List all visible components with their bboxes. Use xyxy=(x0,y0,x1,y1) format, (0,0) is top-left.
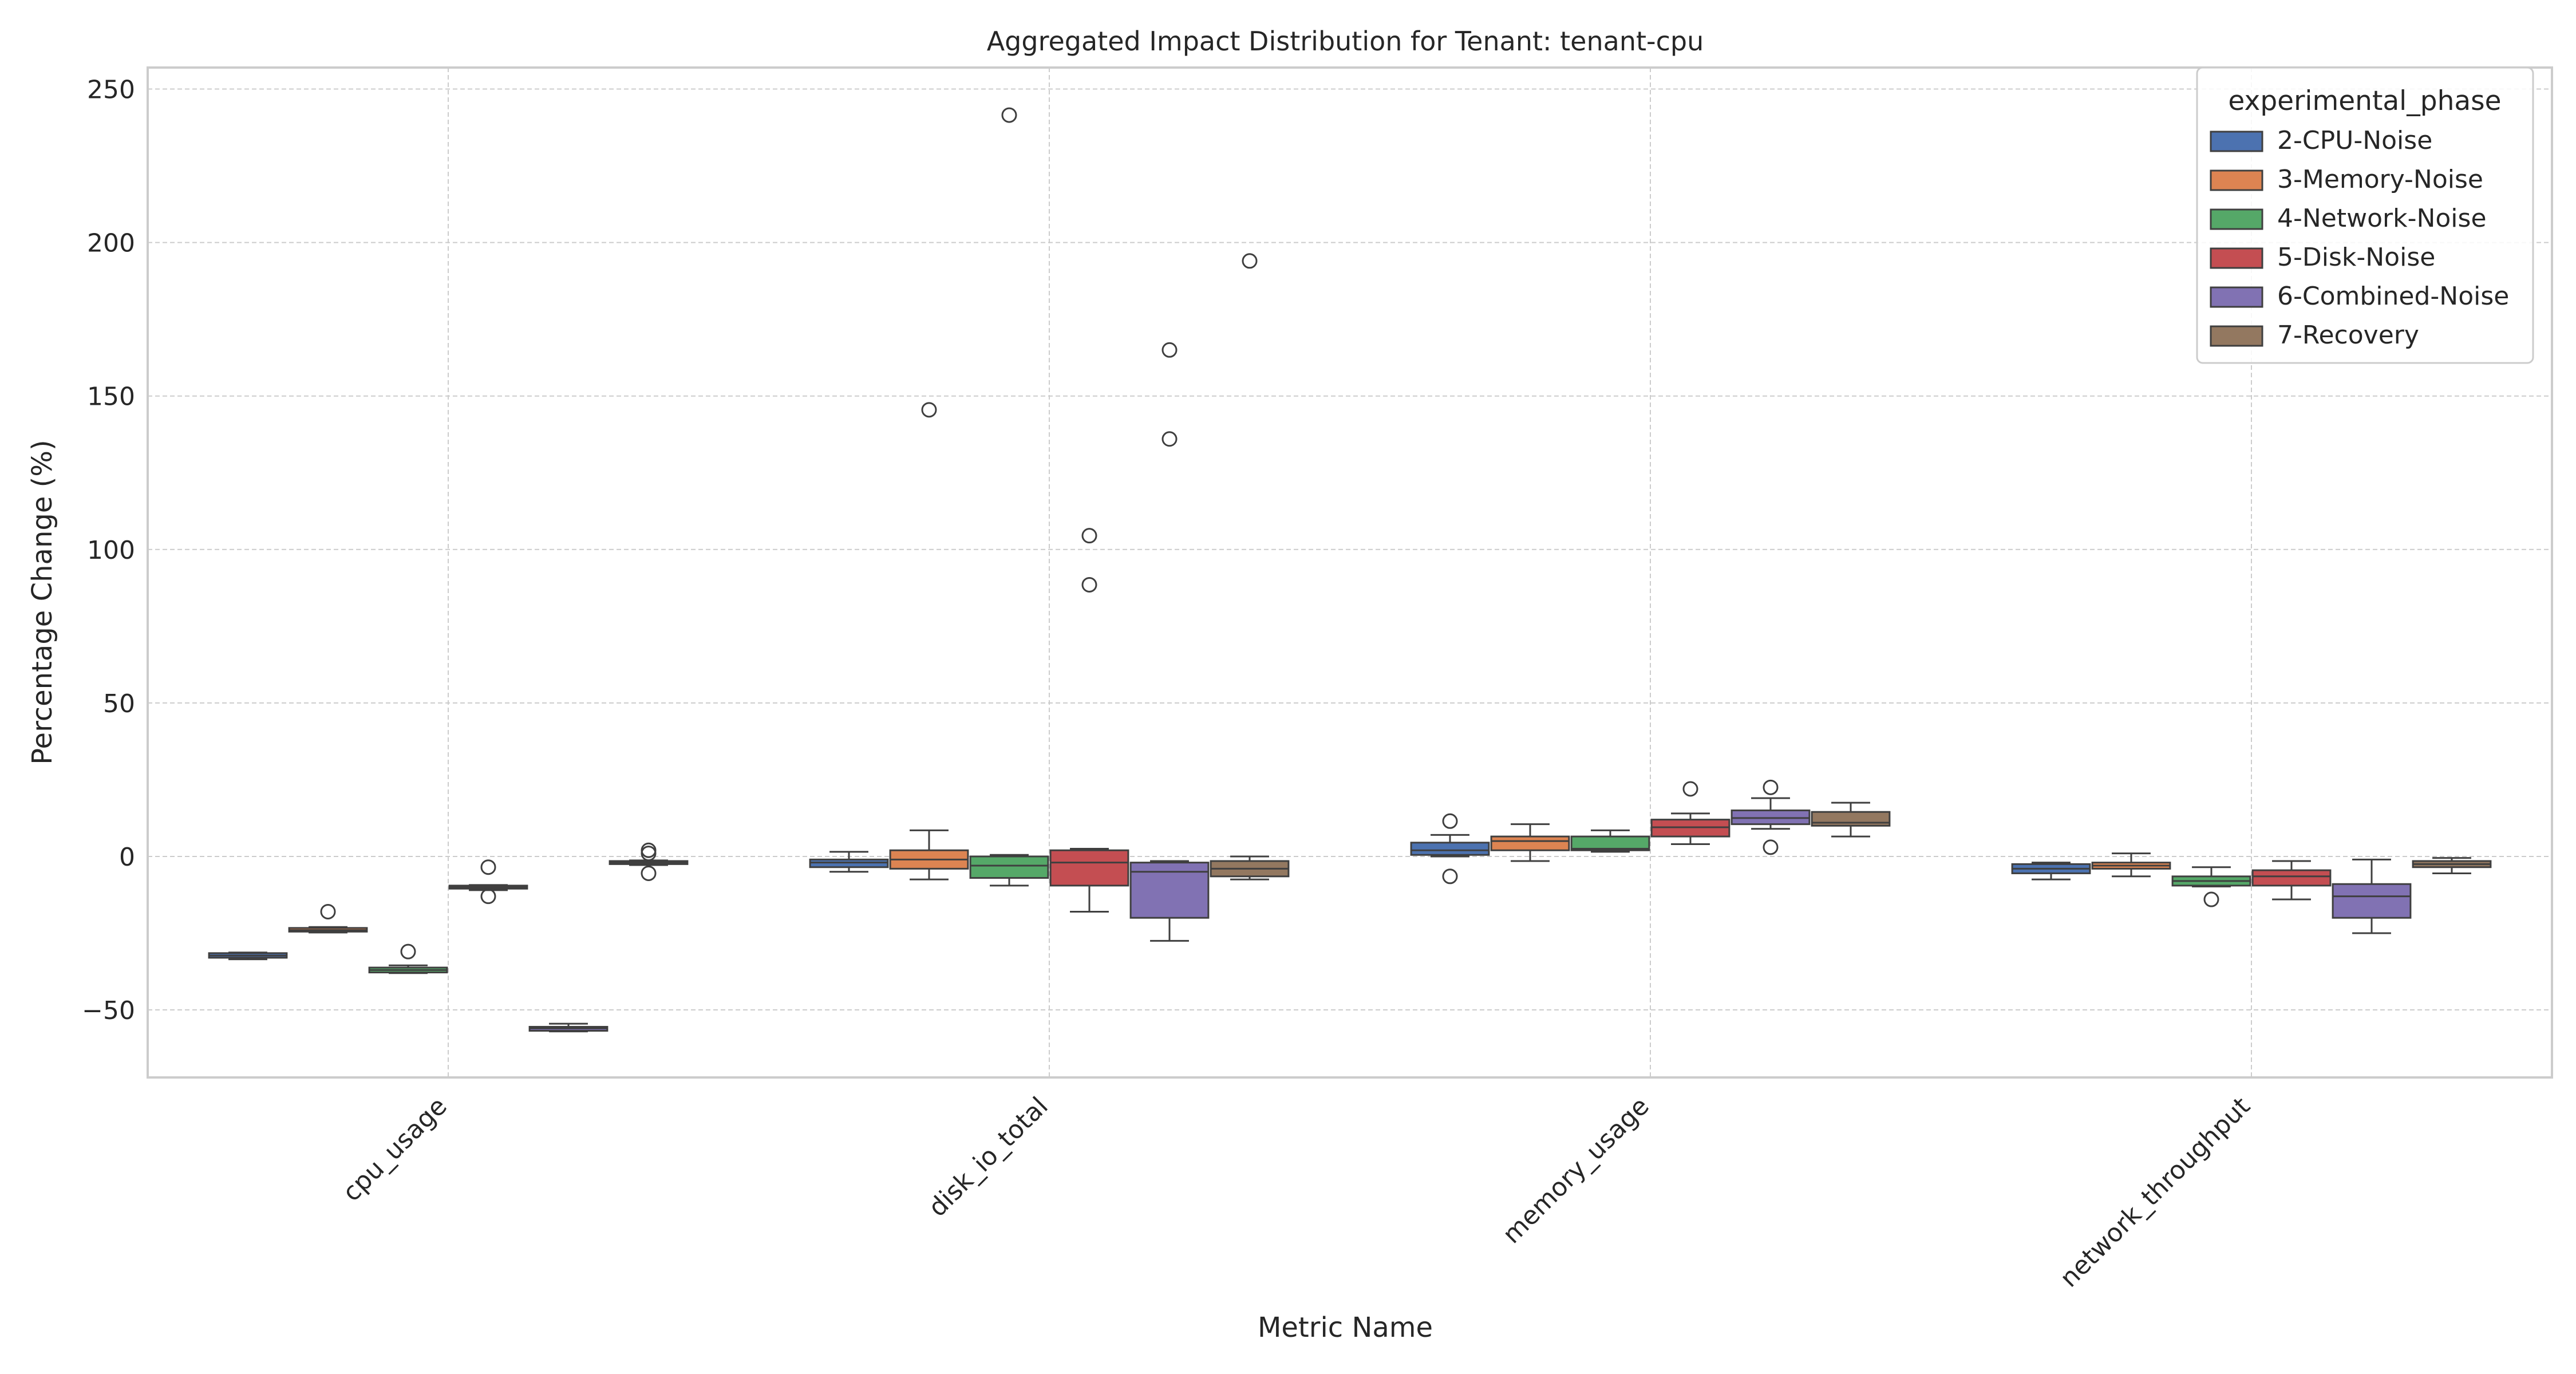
box-group xyxy=(1490,823,1570,862)
outlier-point xyxy=(480,859,496,875)
y-tick-label: 200 xyxy=(87,229,135,258)
legend-label: 5-Disk-Noise xyxy=(2277,243,2435,272)
y-tick-label: 250 xyxy=(87,76,135,105)
box-group xyxy=(1811,802,1891,838)
y-tick-label: 100 xyxy=(87,536,135,565)
legend-swatch xyxy=(2210,169,2263,191)
outlier-point xyxy=(921,402,937,418)
box xyxy=(2251,869,2332,887)
box xyxy=(1129,862,1210,919)
outlier-point xyxy=(1161,431,1178,447)
box-group xyxy=(1210,253,1290,881)
box-group xyxy=(1730,779,1811,855)
legend-swatch xyxy=(2210,286,2263,308)
outlier-point xyxy=(1442,813,1458,829)
outlier-point xyxy=(1081,528,1097,544)
y-tick-label: 150 xyxy=(87,382,135,412)
box-group xyxy=(1049,528,1129,913)
y-axis-label: Percentage Change (%) xyxy=(26,440,58,764)
legend-swatch xyxy=(2210,131,2263,152)
box-group xyxy=(2091,852,2171,878)
legend-frame xyxy=(2196,66,2534,364)
box-group xyxy=(1410,813,1490,885)
box-group xyxy=(969,107,1049,887)
legend-swatch xyxy=(2210,247,2263,269)
legend-title: experimental_phase xyxy=(2228,85,2501,117)
box-group xyxy=(609,842,689,881)
box-group xyxy=(2171,866,2251,907)
legend-swatch xyxy=(2210,325,2263,347)
plot-area xyxy=(148,68,2552,1077)
outlier-point xyxy=(1242,253,1258,269)
x-axis-label: Metric Name xyxy=(1258,1312,1433,1344)
legend-swatch xyxy=(2210,208,2263,230)
outlier-point xyxy=(480,889,496,905)
box-group xyxy=(2332,858,2412,934)
box-group xyxy=(2251,860,2332,901)
y-tick-label: −50 xyxy=(82,996,135,1025)
box-group xyxy=(2011,862,2091,881)
box xyxy=(1410,842,1490,856)
box-group xyxy=(368,943,448,974)
legend: experimental_phase 2-CPU-Noise 3-Memory-N… xyxy=(2196,66,2534,364)
y-axis: −50 0 50 100 150 200 250 xyxy=(82,76,135,1026)
box-group xyxy=(809,851,889,873)
y-tick-label: 0 xyxy=(119,843,135,872)
outlier-point xyxy=(1081,577,1097,593)
box-group xyxy=(208,951,288,961)
box xyxy=(1490,835,1570,851)
box xyxy=(1049,849,1129,887)
box xyxy=(1811,811,1891,827)
box-group xyxy=(2412,857,2492,874)
box xyxy=(2332,883,2412,919)
legend-label: 3-Memory-Noise xyxy=(2277,165,2483,194)
box xyxy=(969,855,1049,879)
outlier-point xyxy=(1682,781,1698,797)
box-group xyxy=(1129,342,1210,942)
plot-frame xyxy=(147,66,2553,1079)
outlier-point xyxy=(1442,868,1458,885)
chart-title: Aggregated Impact Distribution for Tenan… xyxy=(987,26,1704,57)
box-group xyxy=(528,1022,609,1033)
outlier-point xyxy=(400,943,416,960)
outlier-point xyxy=(641,865,657,881)
box-group xyxy=(1650,781,1730,846)
outlier-point xyxy=(641,846,657,862)
outlier-point xyxy=(1763,839,1779,855)
legend-label: 6-Combined-Noise xyxy=(2277,282,2509,311)
box-plots xyxy=(208,107,2492,1033)
y-tick-label: 50 xyxy=(103,689,135,718)
legend-items: 2-CPU-Noise 3-Memory-Noise 4-Network-Noise… xyxy=(2210,126,2509,350)
legend-label: 4-Network-Noise xyxy=(2277,204,2487,233)
outlier-point xyxy=(1161,342,1178,358)
box-group xyxy=(889,402,969,881)
box-group xyxy=(448,859,528,905)
box-group xyxy=(1570,829,1650,853)
outlier-point xyxy=(1001,107,1017,123)
box-group xyxy=(288,903,368,934)
outlier-point xyxy=(2203,891,2219,907)
legend-label: 7-Recovery xyxy=(2277,321,2419,350)
outlier-point xyxy=(320,903,336,919)
outlier-point xyxy=(1763,779,1779,795)
legend-label: 2-CPU-Noise xyxy=(2277,126,2432,155)
